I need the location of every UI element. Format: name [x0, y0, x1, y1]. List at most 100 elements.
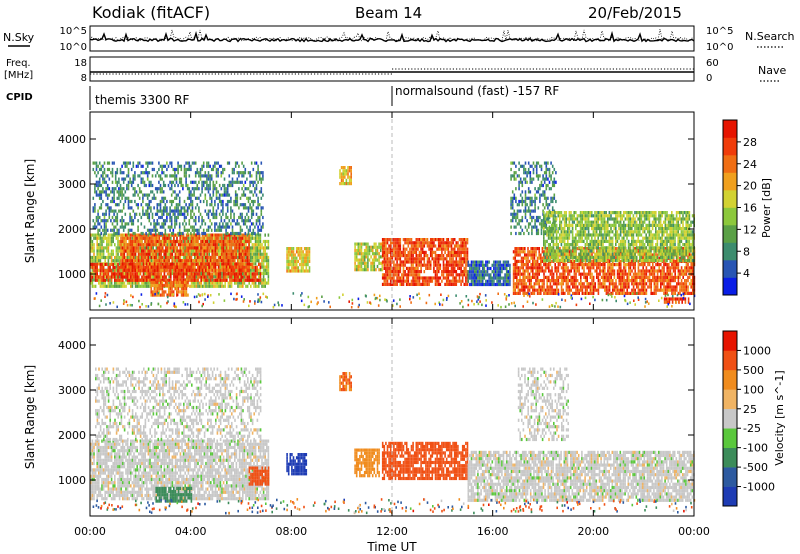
- power-echo-cell: [131, 259, 133, 263]
- power-echo-cell: [252, 193, 255, 197]
- power-echo-cell: [214, 243, 217, 247]
- power-echo-cell: [373, 255, 376, 259]
- power-echo-cell: [388, 273, 390, 277]
- power-echo-cell: [102, 269, 105, 273]
- power-echo-cell: [223, 190, 226, 194]
- power-echo-cell: [243, 236, 245, 240]
- power-echo-cell: [429, 266, 432, 270]
- power-echo-cell: [466, 254, 469, 258]
- power-echo-cell: [206, 265, 209, 269]
- power-echo-cell: [111, 196, 114, 200]
- power-echo-cell: [442, 270, 445, 274]
- power-echo-cell: [134, 212, 136, 216]
- power-echo-cell: [117, 281, 119, 285]
- power-echo-cell: [106, 284, 108, 288]
- power-echo-cell: [232, 252, 234, 256]
- power-echo-cell: [206, 272, 209, 276]
- power-echo-cell: [234, 190, 237, 194]
- power-echo-cell: [418, 250, 421, 254]
- power-echo-cell: [425, 241, 427, 245]
- power-echo-cell: [437, 270, 440, 274]
- power-echo-cell: [445, 247, 448, 251]
- power-echo-cell: [129, 246, 132, 250]
- power-echo-cell: [212, 215, 215, 220]
- power-echo-cell: [410, 247, 413, 251]
- power-echo-cell: [246, 219, 248, 223]
- power-echo-cell: [121, 265, 124, 269]
- power-echo-cell: [174, 196, 176, 200]
- power-echo-cell: [134, 231, 136, 236]
- power-echo-cell: [303, 269, 306, 273]
- power-echo-cell: [158, 268, 161, 272]
- power-echo-cell: [139, 278, 142, 282]
- power-echo-cell: [108, 193, 111, 197]
- power-echo-cell: [166, 199, 168, 204]
- power-echo-cell: [193, 243, 196, 247]
- power-echo-cell: [192, 236, 194, 240]
- power-echo-cell: [225, 203, 227, 207]
- power-echo-cell: [160, 252, 162, 256]
- power-echo-cell: [121, 196, 123, 200]
- power-echo-cell: [249, 183, 251, 188]
- power-echo-cell: [178, 190, 181, 194]
- power-echo-cell: [291, 256, 293, 260]
- power-echo-cell: [154, 225, 157, 229]
- power-echo-cell: [133, 259, 135, 263]
- power-echo-cell: [467, 279, 470, 283]
- power-echo-cell: [201, 268, 204, 272]
- power-echo-cell: [248, 233, 250, 237]
- power-echo-cell: [381, 244, 384, 248]
- power-echo-cell: [220, 193, 223, 197]
- power-echo-cell: [222, 268, 225, 272]
- power-echo-cell: [132, 231, 135, 236]
- power-echo-cell: [175, 196, 178, 200]
- power-echo-cell: [447, 279, 450, 283]
- power-echo-cell: [189, 262, 191, 266]
- power-echo-cell: [383, 244, 386, 248]
- power-echo-cell: [199, 167, 202, 172]
- power-echo-cell: [105, 187, 107, 191]
- power-echo-cell: [171, 243, 173, 247]
- power-echo-cell: [165, 252, 167, 256]
- power-echo-cell: [231, 219, 234, 223]
- power-echo-cell: [230, 265, 233, 269]
- power-echo-cell: [212, 193, 215, 197]
- power-echo-cell: [220, 228, 223, 232]
- power-echo-cell: [350, 166, 352, 170]
- power-echo-cell: [171, 255, 173, 260]
- power-echo-cell: [385, 260, 387, 264]
- power-echo-cell: [118, 284, 121, 288]
- power-echo-cell: [465, 238, 467, 242]
- power-echo-cell: [439, 254, 442, 258]
- power-echo-cell: [153, 249, 156, 253]
- power-echo-cell: [126, 249, 129, 253]
- power-echo-cell: [149, 268, 151, 272]
- power-echo-cell: [145, 259, 148, 263]
- power-echo-cell: [386, 260, 389, 264]
- power-echo-cell: [164, 222, 167, 226]
- power-echo-cell: [260, 225, 263, 229]
- power-echo-cell: [161, 190, 163, 194]
- power-echo-cell: [183, 215, 186, 220]
- power-echo-cell: [180, 231, 183, 236]
- power-echo-cell: [354, 245, 356, 249]
- power-echo-cell: [107, 249, 110, 253]
- power-echo-cell: [175, 206, 178, 210]
- power-echo-cell: [397, 250, 400, 254]
- power-echo-cell: [161, 243, 164, 247]
- power-echo-cell: [172, 174, 175, 178]
- power-echo-cell: [379, 242, 382, 246]
- power-echo-cell: [96, 246, 98, 250]
- power-echo-cell: [109, 239, 111, 244]
- power-echo-cell: [133, 268, 135, 272]
- power-echo-cell: [201, 222, 203, 226]
- power-echo-cell: [106, 239, 108, 244]
- power-echo-cell: [385, 257, 387, 261]
- power-echo-cell: [161, 268, 164, 272]
- power-echo-cell: [100, 167, 103, 172]
- power-echo-cell: [195, 259, 197, 263]
- power-echo-cell: [423, 241, 426, 245]
- power-echo-cell: [221, 252, 223, 256]
- power-echo-cell: [345, 182, 348, 186]
- power-echo-cell: [133, 246, 135, 250]
